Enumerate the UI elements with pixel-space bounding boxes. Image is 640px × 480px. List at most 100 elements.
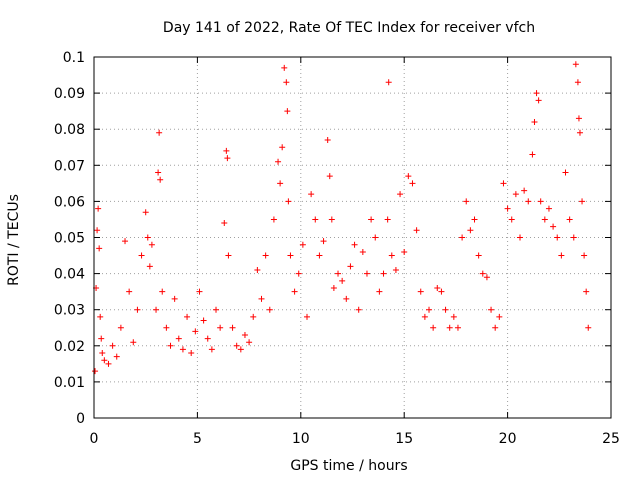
data-point: [463, 198, 470, 205]
data-point: [237, 346, 244, 353]
data-point: [537, 198, 544, 205]
data-point: [138, 252, 145, 259]
data-point: [508, 216, 515, 223]
x-axis-ticks: 0 5 10 15 20 25: [90, 57, 620, 447]
data-point: [545, 205, 552, 212]
data-point: [221, 220, 228, 227]
data-point: [335, 270, 342, 277]
data-point: [312, 216, 319, 223]
data-point: [217, 324, 224, 331]
data-point: [550, 223, 557, 230]
data-point: [126, 288, 133, 295]
x-tick-label: 0: [90, 431, 99, 447]
data-point: [299, 241, 306, 248]
x-tick-label: 10: [292, 431, 310, 447]
data-point: [401, 248, 408, 255]
data-point: [454, 324, 461, 331]
grid-lines: [94, 57, 611, 418]
data-point: [254, 266, 261, 273]
y-tick-label: 0.01: [54, 375, 85, 391]
data-point: [188, 350, 195, 357]
data-point: [384, 216, 391, 223]
data-point: [535, 97, 542, 104]
data-point: [279, 144, 286, 151]
data-point: [130, 339, 137, 346]
data-point: [570, 234, 577, 241]
data-point: [363, 270, 370, 277]
data-point: [566, 216, 573, 223]
data-point: [562, 169, 569, 176]
data-point: [426, 306, 433, 313]
y-tick-label: 0.09: [54, 86, 85, 102]
data-point: [430, 324, 437, 331]
data-point: [512, 191, 519, 198]
data-point: [413, 227, 420, 234]
data-point: [122, 238, 129, 245]
data-point: [324, 137, 331, 144]
data-point: [576, 129, 583, 136]
data-point: [246, 339, 253, 346]
data-point: [483, 274, 490, 281]
data-point: [98, 335, 105, 342]
data-point: [492, 324, 499, 331]
data-point: [579, 198, 586, 205]
data-point: [277, 180, 284, 187]
data-point: [517, 234, 524, 241]
y-axis-ticks: 0 0.01 0.02 0.03 0.04 0.05 0.06 0.07 0.08 0.09 0.1: [54, 50, 611, 427]
data-point: [496, 313, 503, 320]
data-point: [541, 216, 548, 223]
data-point: [287, 252, 294, 259]
data-point: [459, 234, 466, 241]
data-point: [521, 187, 528, 194]
data-point: [558, 252, 565, 259]
data-point: [392, 266, 399, 273]
data-point: [224, 155, 231, 162]
data-point: [134, 306, 141, 313]
y-tick-label: 0.04: [54, 267, 85, 283]
data-point: [434, 285, 441, 292]
data-point: [554, 234, 561, 241]
data-points: [92, 61, 592, 375]
y-tick-label: 0.1: [63, 50, 85, 66]
data-point: [409, 180, 416, 187]
data-point: [96, 245, 103, 252]
data-point: [223, 147, 230, 154]
data-point: [330, 285, 337, 292]
data-point: [343, 295, 350, 302]
x-tick-label: 5: [193, 431, 202, 447]
data-point: [99, 350, 106, 357]
data-point: [328, 216, 335, 223]
data-point: [467, 227, 474, 234]
data-point: [525, 198, 532, 205]
data-point: [417, 288, 424, 295]
data-point: [397, 191, 404, 198]
data-point: [262, 252, 269, 259]
data-point: [175, 335, 182, 342]
data-point: [575, 115, 582, 122]
data-point: [117, 324, 124, 331]
data-point: [376, 288, 383, 295]
data-point: [380, 270, 387, 277]
data-point: [347, 263, 354, 270]
data-point: [479, 270, 486, 277]
data-point: [233, 342, 240, 349]
data-point: [283, 79, 290, 86]
data-point: [148, 241, 155, 248]
data-point: [583, 288, 590, 295]
data-point: [500, 180, 507, 187]
data-point: [438, 288, 445, 295]
data-point: [585, 324, 592, 331]
data-point: [92, 368, 99, 375]
data-point: [316, 252, 323, 259]
data-point: [225, 252, 232, 259]
data-point: [159, 288, 166, 295]
y-tick-label: 0.07: [54, 158, 85, 174]
data-point: [533, 90, 540, 97]
data-point: [284, 108, 291, 115]
data-point: [146, 263, 153, 270]
data-point: [326, 173, 333, 180]
data-point: [572, 61, 579, 68]
y-tick-label: 0.06: [54, 194, 85, 210]
data-point: [442, 306, 449, 313]
